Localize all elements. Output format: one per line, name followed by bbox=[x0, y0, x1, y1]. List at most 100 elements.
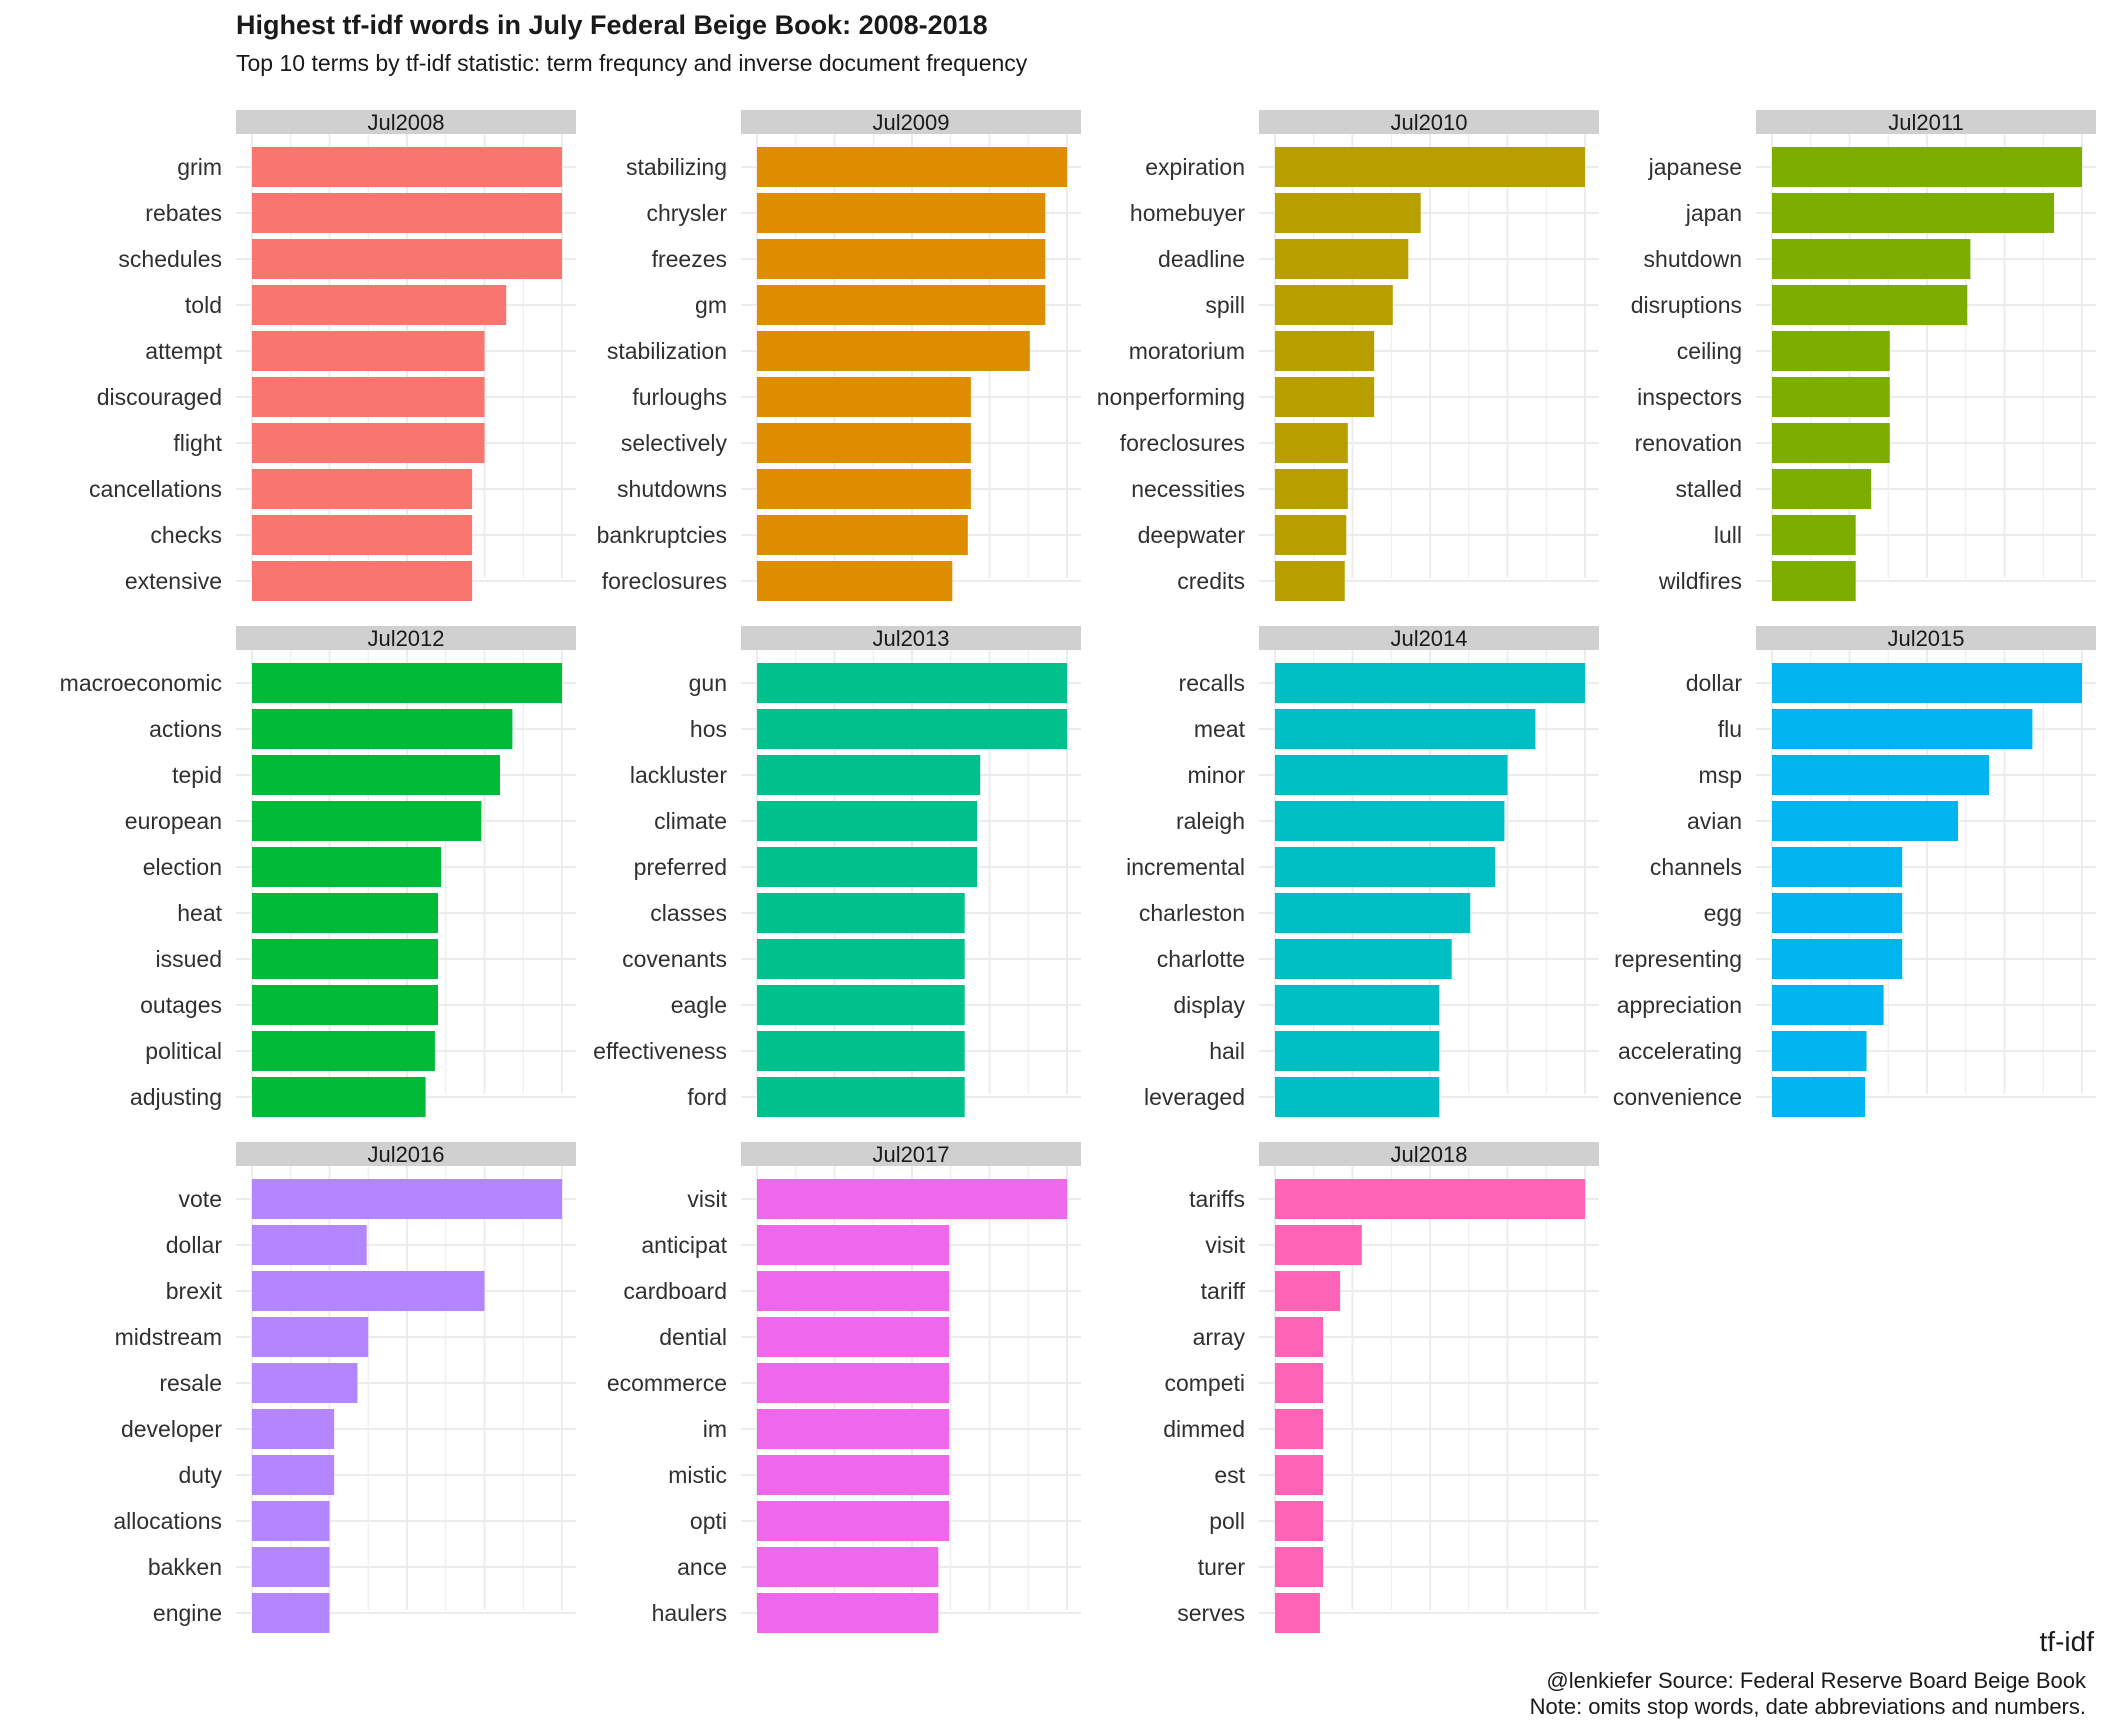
bar-msp bbox=[1772, 755, 1989, 795]
bar-foreclosures bbox=[1275, 423, 1348, 463]
bar-poll bbox=[1275, 1501, 1324, 1541]
bar-bakken bbox=[252, 1547, 330, 1587]
bar-selectively bbox=[757, 423, 971, 463]
term-label: lackluster bbox=[630, 762, 727, 788]
term-label: meat bbox=[1194, 716, 1246, 742]
term-label: climate bbox=[654, 808, 727, 834]
bar-election bbox=[252, 847, 442, 887]
bar-classes bbox=[757, 893, 965, 933]
bar-vote bbox=[252, 1179, 562, 1219]
bar-ance bbox=[757, 1547, 939, 1587]
bar-checks bbox=[252, 515, 473, 555]
facet-strip-label: Jul2015 bbox=[1887, 626, 1964, 651]
bar-tariffs bbox=[1275, 1179, 1585, 1219]
term-label: foreclosures bbox=[602, 568, 727, 594]
facet-strip-label: Jul2016 bbox=[367, 1142, 444, 1167]
term-label: est bbox=[1214, 1462, 1245, 1488]
panel-jul2016: Jul2016 vote dollar brexit midstream resale de… bbox=[113, 1142, 576, 1633]
bar-recalls bbox=[1275, 663, 1585, 703]
term-label: competi bbox=[1164, 1370, 1245, 1396]
facet-strip bbox=[741, 110, 1081, 134]
bar-haulers bbox=[757, 1593, 939, 1633]
term-label: ecommerce bbox=[607, 1370, 727, 1396]
term-label: spill bbox=[1205, 292, 1245, 318]
term-label: duty bbox=[179, 1462, 223, 1488]
term-label: flu bbox=[1718, 716, 1742, 742]
term-label: japanese bbox=[1648, 154, 1742, 180]
bar-preferred bbox=[757, 847, 978, 887]
term-label: turer bbox=[1198, 1554, 1246, 1580]
chart-caption: @lenkiefer Source: Federal Reserve Board… bbox=[1530, 1668, 2086, 1720]
bar-meat bbox=[1275, 709, 1536, 749]
term-label: hos bbox=[690, 716, 727, 742]
term-label: tepid bbox=[172, 762, 222, 788]
term-label: election bbox=[143, 854, 222, 880]
term-label: eagle bbox=[671, 992, 727, 1018]
panel-jul2017: Jul2017 visit anticipat cardboard dential eco… bbox=[607, 1142, 1081, 1633]
facet-strip bbox=[236, 1142, 576, 1166]
term-label: disruptions bbox=[1631, 292, 1742, 318]
facet-strip bbox=[1756, 626, 2096, 650]
bar-expiration bbox=[1275, 147, 1585, 187]
term-label: ceiling bbox=[1677, 338, 1742, 364]
chart-subtitle: Top 10 terms by tf-idf statistic: term f… bbox=[236, 50, 1028, 76]
term-label: dential bbox=[659, 1324, 727, 1350]
term-label: visit bbox=[1205, 1232, 1245, 1258]
term-label: shutdown bbox=[1644, 246, 1742, 272]
facet-strip-label: Jul2017 bbox=[872, 1142, 949, 1167]
term-label: effectiveness bbox=[593, 1038, 727, 1064]
bar-egg bbox=[1772, 893, 1903, 933]
bar-gm bbox=[757, 285, 1046, 325]
bar-dollar bbox=[252, 1225, 367, 1265]
term-label: chrysler bbox=[646, 200, 727, 226]
bar-tariff bbox=[1275, 1271, 1341, 1311]
bar-flight bbox=[252, 423, 485, 463]
facet-strip-label: Jul2013 bbox=[872, 626, 949, 651]
term-label: haulers bbox=[652, 1600, 727, 1626]
term-label: deadline bbox=[1158, 246, 1245, 272]
bar-dential bbox=[757, 1317, 950, 1357]
term-label: dollar bbox=[1686, 670, 1743, 696]
bar-deadline bbox=[1275, 239, 1409, 279]
bar-allocations bbox=[252, 1501, 330, 1541]
term-label: resale bbox=[159, 1370, 222, 1396]
x-axis-label: tf-idf bbox=[2039, 1626, 2094, 1657]
panel-jul2013: Jul2013 gun hos lackluster climate preferred c… bbox=[593, 626, 1081, 1117]
bar-attempt bbox=[252, 331, 485, 371]
term-label: incremental bbox=[1126, 854, 1245, 880]
term-label: stabilizing bbox=[626, 154, 727, 180]
bar-disruptions bbox=[1772, 285, 1968, 325]
bar-turer bbox=[1275, 1547, 1324, 1587]
bar-japanese bbox=[1772, 147, 2082, 187]
facet-strip bbox=[741, 1142, 1081, 1166]
term-label: egg bbox=[1704, 900, 1742, 926]
bar-stabilizing bbox=[757, 147, 1067, 187]
bar-raleigh bbox=[1275, 801, 1505, 841]
term-label: tariff bbox=[1201, 1278, 1246, 1304]
bar-anticipat bbox=[757, 1225, 950, 1265]
term-label: dollar bbox=[166, 1232, 223, 1258]
term-label: avian bbox=[1687, 808, 1742, 834]
bar-actions bbox=[252, 709, 513, 749]
bar-est bbox=[1275, 1455, 1324, 1495]
bar-told bbox=[252, 285, 507, 325]
term-label: covenants bbox=[622, 946, 727, 972]
term-label: mistic bbox=[668, 1462, 727, 1488]
bar-avian bbox=[1772, 801, 1958, 841]
term-label: actions bbox=[149, 716, 222, 742]
bar-gun bbox=[757, 663, 1067, 703]
facet-strip-label: Jul2009 bbox=[872, 110, 949, 135]
bar-bankruptcies bbox=[757, 515, 968, 555]
term-label: charleston bbox=[1139, 900, 1245, 926]
bar-hail bbox=[1275, 1031, 1440, 1071]
bar-macroeconomic bbox=[252, 663, 562, 703]
bar-visit bbox=[757, 1179, 1067, 1219]
bar-extensive bbox=[252, 561, 473, 601]
term-label: im bbox=[703, 1416, 727, 1442]
term-label: credits bbox=[1177, 568, 1245, 594]
bar-covenants bbox=[757, 939, 965, 979]
term-label: political bbox=[145, 1038, 222, 1064]
term-label: appreciation bbox=[1617, 992, 1742, 1018]
bar-discouraged bbox=[252, 377, 485, 417]
term-label: tariffs bbox=[1189, 1186, 1245, 1212]
